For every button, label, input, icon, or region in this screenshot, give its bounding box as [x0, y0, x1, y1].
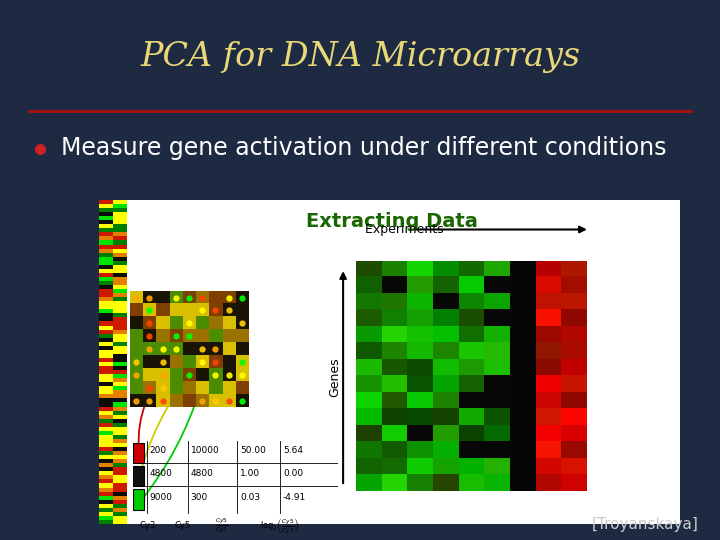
Text: PCA for DNA Microarrays: PCA for DNA Microarrays — [140, 40, 580, 73]
Text: 4800: 4800 — [191, 469, 214, 478]
Text: $\frac{Cy5}{Cy3}$: $\frac{Cy5}{Cy3}$ — [215, 517, 228, 535]
Text: 1.00: 1.00 — [240, 469, 260, 478]
Text: 50.00: 50.00 — [240, 446, 266, 455]
Text: 200: 200 — [150, 446, 167, 455]
Text: Experiments: Experiments — [365, 223, 448, 236]
Text: 0.00: 0.00 — [283, 469, 303, 478]
Bar — [126, 200, 680, 524]
Text: 10000: 10000 — [191, 446, 220, 455]
Text: 4800: 4800 — [150, 469, 173, 478]
Text: [Troyanskaya]: [Troyanskaya] — [592, 517, 698, 532]
Text: Measure gene activation under different conditions: Measure gene activation under different … — [61, 137, 667, 160]
Text: -4.91: -4.91 — [283, 493, 306, 502]
Text: $\log_2\!\left(\frac{Cy5}{Cy3}\right)$: $\log_2\!\left(\frac{Cy5}{Cy3}\right)$ — [261, 516, 300, 536]
Bar — [133, 443, 145, 463]
Text: Cy5: Cy5 — [174, 522, 190, 530]
Text: 5.64: 5.64 — [283, 446, 303, 455]
Text: 9000: 9000 — [150, 493, 173, 502]
Text: 0.03: 0.03 — [240, 493, 260, 502]
Text: 300: 300 — [191, 493, 208, 502]
Text: Cy3: Cy3 — [140, 522, 156, 530]
Text: Extracting Data: Extracting Data — [306, 212, 478, 231]
Bar — [133, 489, 145, 510]
Text: Genes: Genes — [328, 357, 341, 397]
Bar — [133, 466, 145, 487]
